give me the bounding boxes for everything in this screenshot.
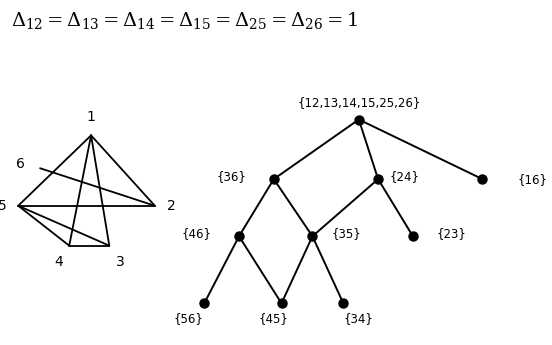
Text: 3: 3: [116, 255, 125, 269]
Text: {12,13,14,15,25,26}: {12,13,14,15,25,26}: [297, 96, 421, 109]
Text: {34}: {34}: [343, 312, 373, 325]
Text: {45}: {45}: [259, 312, 289, 325]
Text: {35}: {35}: [332, 227, 362, 240]
Text: 4: 4: [54, 255, 63, 269]
Text: {24}: {24}: [390, 170, 420, 183]
Text: 6: 6: [15, 157, 24, 170]
Text: $\Delta_{12} = \Delta_{13} = \Delta_{14} = \Delta_{15} = \Delta_{25} = \Delta_{2: $\Delta_{12} = \Delta_{13} = \Delta_{14}…: [11, 10, 358, 31]
Text: 1: 1: [87, 110, 95, 124]
Text: {36}: {36}: [216, 170, 246, 183]
Text: {46}: {46}: [182, 227, 211, 240]
Text: 2: 2: [167, 199, 176, 213]
Text: {56}: {56}: [174, 312, 204, 325]
Text: {23}: {23}: [436, 227, 466, 240]
Text: 5: 5: [0, 199, 6, 213]
Text: {16}: {16}: [517, 172, 547, 186]
